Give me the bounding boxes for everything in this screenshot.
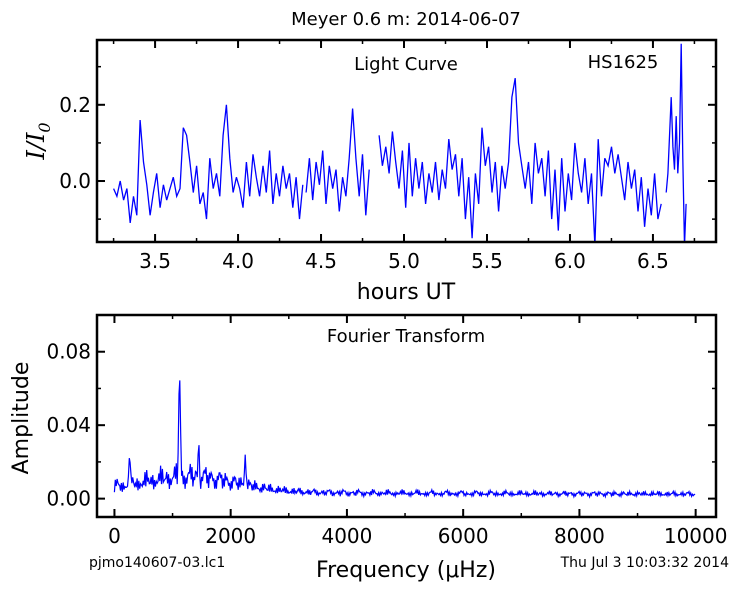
fourier-transform-panel: 0 2000 4000 6000 8000 10000 0.00 0.04 0.08 Fouri… <box>9 313 727 583</box>
light-curve-panel: 3.5 4.0 4.5 5.0 5.5 6.0 6.50.00.2 Light Curve … <box>22 38 718 305</box>
svg-text:I/I0: I/I0 <box>22 122 54 160</box>
light-curve-xtick-label: 5.5 <box>471 249 503 273</box>
light-curve-xtick-label: 4.5 <box>305 249 337 273</box>
fourier-transform-ytick-label: 0.08 <box>46 340 91 364</box>
fourier-transform-xtick-label: 8000 <box>554 524 605 548</box>
light-curve-xlabel: hours UT <box>357 280 456 305</box>
light-curve-ticks <box>97 40 716 242</box>
footer-timestamp: Thu Jul 3 10:03:32 2014 <box>560 555 729 571</box>
fourier-transform-tick-labels: 0 2000 4000 6000 8000 10000 0.00 0.04 0.08 <box>46 340 727 548</box>
light-curve-xtick-label: 6.0 <box>554 249 586 273</box>
light-curve-annotation: Light Curve <box>354 54 458 75</box>
fourier-transform-xtick-label: 4000 <box>321 524 372 548</box>
ylabel-main: I/I <box>22 132 50 161</box>
ylabel-subscript: 0 <box>35 122 54 132</box>
fourier-transform-xlabel: Frequency (μHz) <box>316 558 496 583</box>
light-curve-ytick-label: 0.2 <box>59 93 91 117</box>
light-curve-tick-labels: 3.5 4.0 4.5 5.0 5.5 6.0 6.5 0.0 0.2 <box>59 93 669 273</box>
fourier-transform-ticks <box>97 315 716 517</box>
light-curve-xtick-label: 4.0 <box>222 249 254 273</box>
light-curve-ytick-label: 0.0 <box>59 169 91 193</box>
light-curve-line <box>378 77 662 242</box>
light-curve-xtick-label: 5.0 <box>388 249 420 273</box>
light-curve-line <box>305 108 370 216</box>
fourier-transform-xtick-label: 0 <box>108 524 121 548</box>
fourier-transform-ytick-label: 0.00 <box>46 487 91 511</box>
light-curve-line <box>665 43 687 242</box>
light-curve-xtick-label: 3.5 <box>139 249 171 273</box>
figure-title: Meyer 0.6 m: 2014-06-07 <box>291 9 521 30</box>
fourier-transform-frame <box>95 313 718 519</box>
light-curve-ylabel: I/I0 <box>22 122 54 160</box>
fourier-transform-ylabel: Amplitude <box>9 362 34 475</box>
fourier-transform-xtick-label: 6000 <box>438 524 489 548</box>
fourier-transform-xtick-label: 10000 <box>664 524 728 548</box>
fourier-transform-line <box>113 380 696 499</box>
light-curve-frame <box>95 38 718 244</box>
light-curve-xtick-label: 6.5 <box>637 249 669 273</box>
fourier-transform-annotation: Fourier Transform <box>327 326 485 347</box>
fourier-transform-xtick-label: 2000 <box>205 524 256 548</box>
light-curve-line <box>113 104 304 223</box>
star-name-annotation: HS1625 <box>588 52 659 73</box>
fourier-transform-series <box>113 380 696 499</box>
light-curve-series <box>113 43 687 242</box>
footer-filename: pjmo140607-03.lc1 <box>89 555 225 571</box>
fourier-transform-ytick-label: 0.04 <box>46 413 91 437</box>
